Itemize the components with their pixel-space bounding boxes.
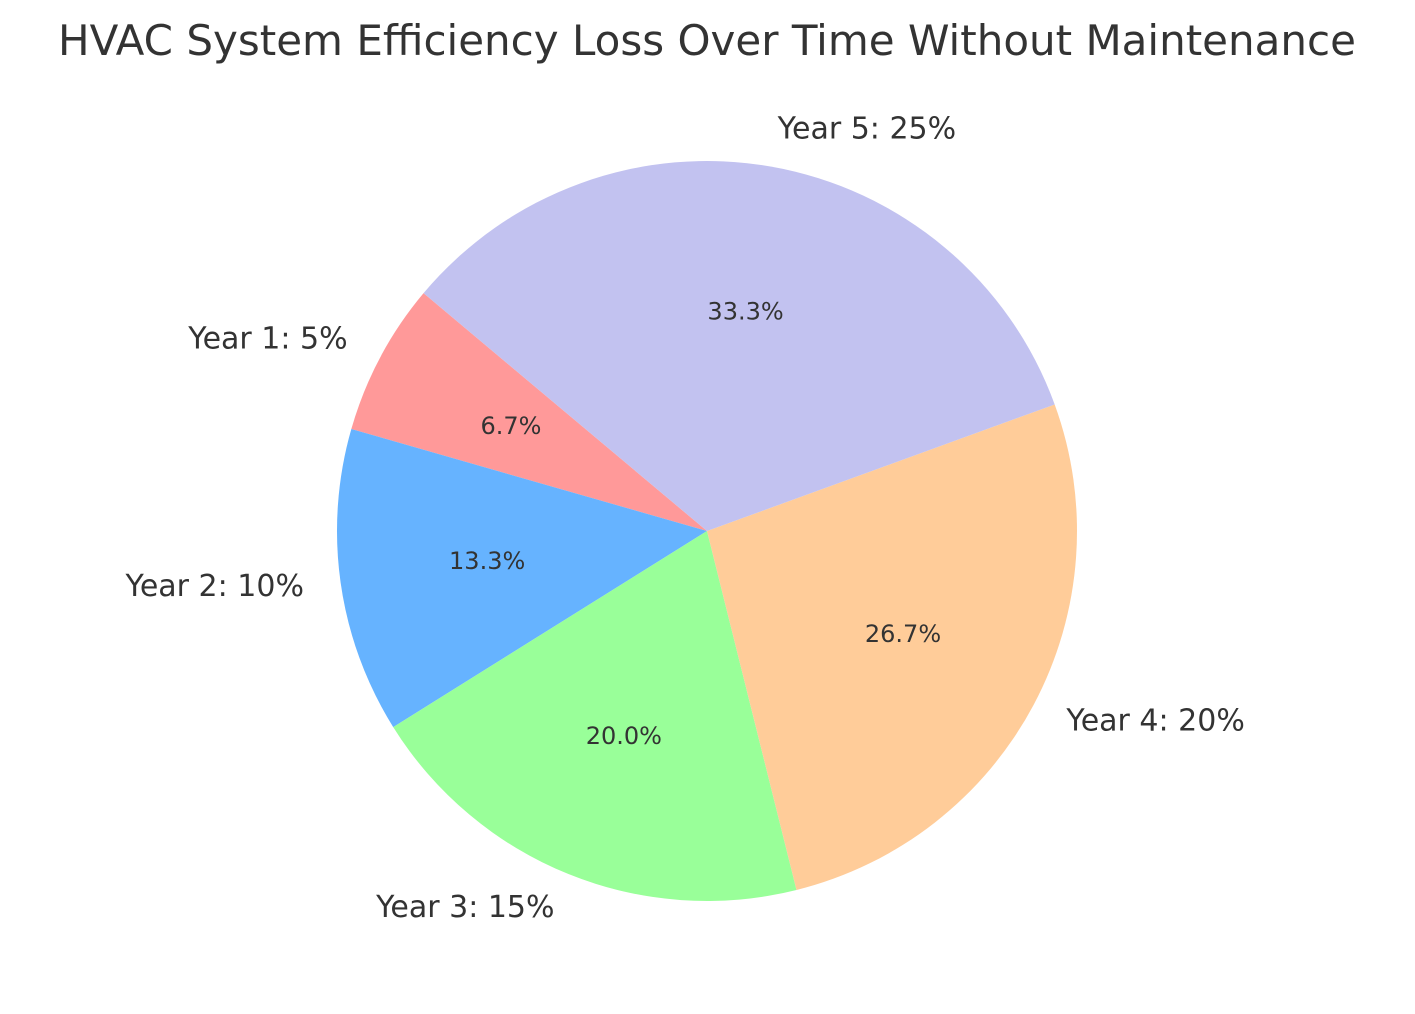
slice-label-2: Year 2: 10% [124, 569, 303, 604]
pie-slices [337, 161, 1077, 901]
slice-label-3: Year 3: 15% [375, 890, 554, 925]
percent-label-5: 33.3% [707, 297, 783, 325]
pie-slice-2 [337, 429, 707, 728]
slice-label-4: Year 4: 20% [1065, 704, 1244, 739]
slice-label-1: Year 1: 5% [187, 321, 347, 356]
percent-label-4: 26.7% [865, 620, 941, 648]
pie-labels: Year 1: 5% 6.7% Year 2: 10% 13.3% Year 3: 15… [124, 112, 1244, 925]
pie-slice-5 [423, 161, 1055, 531]
pie-slice-3 [393, 531, 797, 901]
percent-label-1: 6.7% [480, 412, 541, 440]
pie-slice-1 [351, 293, 707, 531]
chart-title: HVAC System Efficiency Loss Over Time Wi… [58, 16, 1356, 65]
percent-label-2: 13.3% [449, 547, 525, 575]
pie-slice-4 [707, 404, 1077, 891]
percent-label-3: 20.0% [586, 722, 662, 750]
slice-label-5: Year 5: 25% [777, 112, 956, 147]
